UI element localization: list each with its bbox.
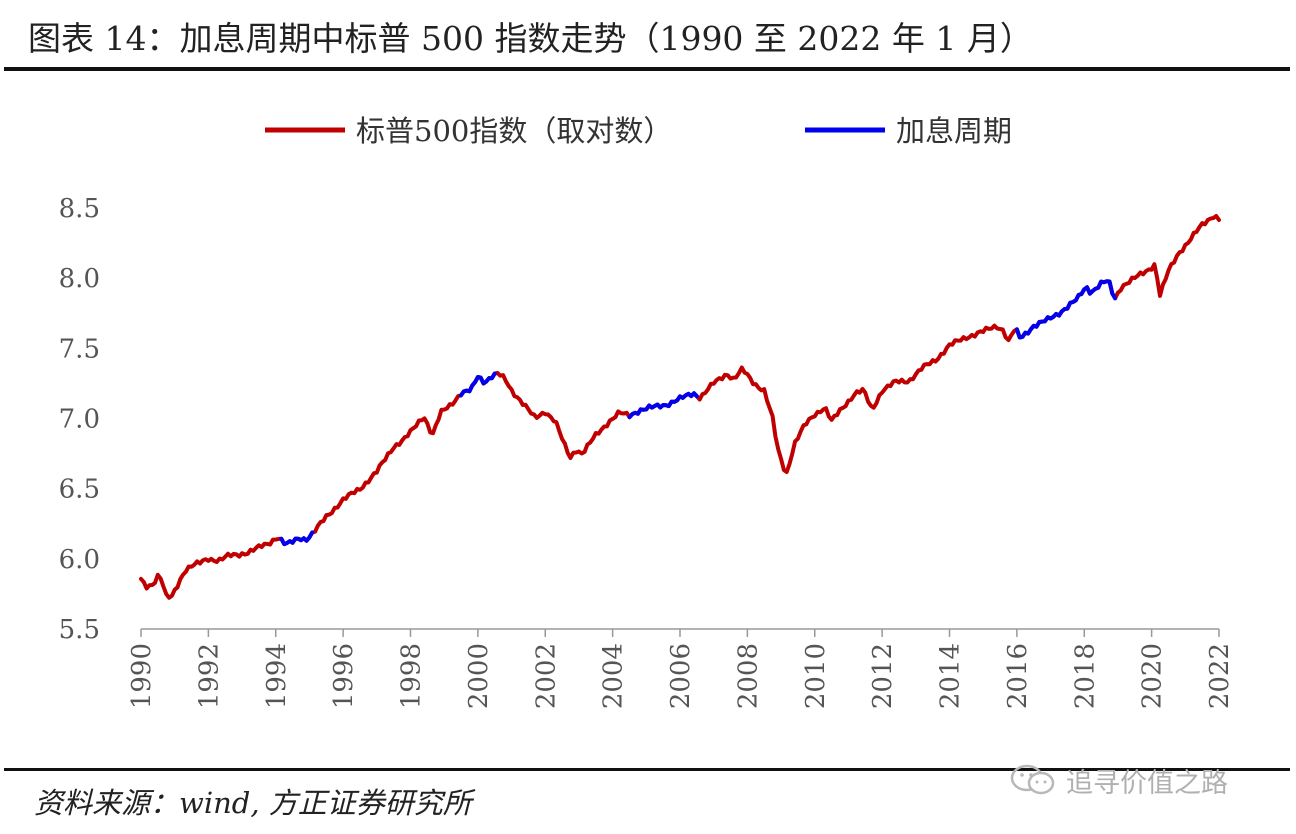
x-tick-label: 2006 <box>666 643 696 709</box>
axes: 5.5 6.0 6.5 7.0 7.5 8.0 8.5 1990 1992 1994 1996 199… <box>59 194 1235 709</box>
source-note: 资料来源：wind, 方正证券研究所 <box>34 786 472 820</box>
x-tick-label: 2022 <box>1205 643 1235 709</box>
y-tick-label: 5.5 <box>59 615 100 645</box>
hike-period-segment <box>279 530 315 547</box>
sp500-line-chart: 标普500指数（取对数） 加息周期 5.5 6.0 6.5 7.0 7.5 8.0 8.5 1… <box>59 114 1235 709</box>
y-tick-label: 7.5 <box>59 334 100 364</box>
x-tick-label: 2002 <box>531 643 561 709</box>
x-tick-label: 1996 <box>329 643 359 709</box>
hike-period-segment <box>1014 279 1118 340</box>
y-tick-label: 6.5 <box>59 475 100 505</box>
x-tick-label: 1990 <box>127 643 157 709</box>
series-lines <box>139 214 1221 600</box>
x-tick-label: 1994 <box>262 643 292 709</box>
legend-label-sp500: 标普500指数（取对数） <box>356 114 672 148</box>
x-tick-label: 2000 <box>464 643 494 709</box>
x-tick-label: 1998 <box>397 643 427 709</box>
hike-period-segment <box>459 371 497 398</box>
y-tick-label: 8.5 <box>59 194 100 224</box>
watermark: 追寻价值之路 <box>1008 758 1228 802</box>
legend-label-hike: 加息周期 <box>896 114 1012 148</box>
x-tick-label: 2010 <box>801 643 831 709</box>
watermark-text: 追寻价值之路 <box>1066 767 1228 799</box>
x-tick-label: 2016 <box>1003 643 1033 709</box>
y-tick-label: 7.0 <box>59 405 100 435</box>
top-rule <box>4 67 1290 71</box>
wechat-icon <box>1010 764 1055 795</box>
hike-period-segment <box>627 391 699 420</box>
y-tick-label: 6.0 <box>59 545 100 575</box>
x-tick-label: 2020 <box>1138 643 1168 709</box>
figure-title: 图表 14：加息周期中标普 500 指数走势（1990 至 2022 年 1 月… <box>28 19 1033 58</box>
x-tick-label: 2008 <box>733 643 763 709</box>
x-tick-label: 1992 <box>194 643 224 709</box>
x-tick-label: 2018 <box>1070 643 1100 709</box>
bottom-rule <box>4 768 1290 771</box>
legend: 标普500指数（取对数） 加息周期 <box>265 114 1012 148</box>
x-tick-label: 2012 <box>868 643 898 709</box>
x-tick-label: 2014 <box>936 643 966 709</box>
y-tick-label: 8.0 <box>59 264 100 294</box>
x-tick-label: 2004 <box>599 643 629 709</box>
